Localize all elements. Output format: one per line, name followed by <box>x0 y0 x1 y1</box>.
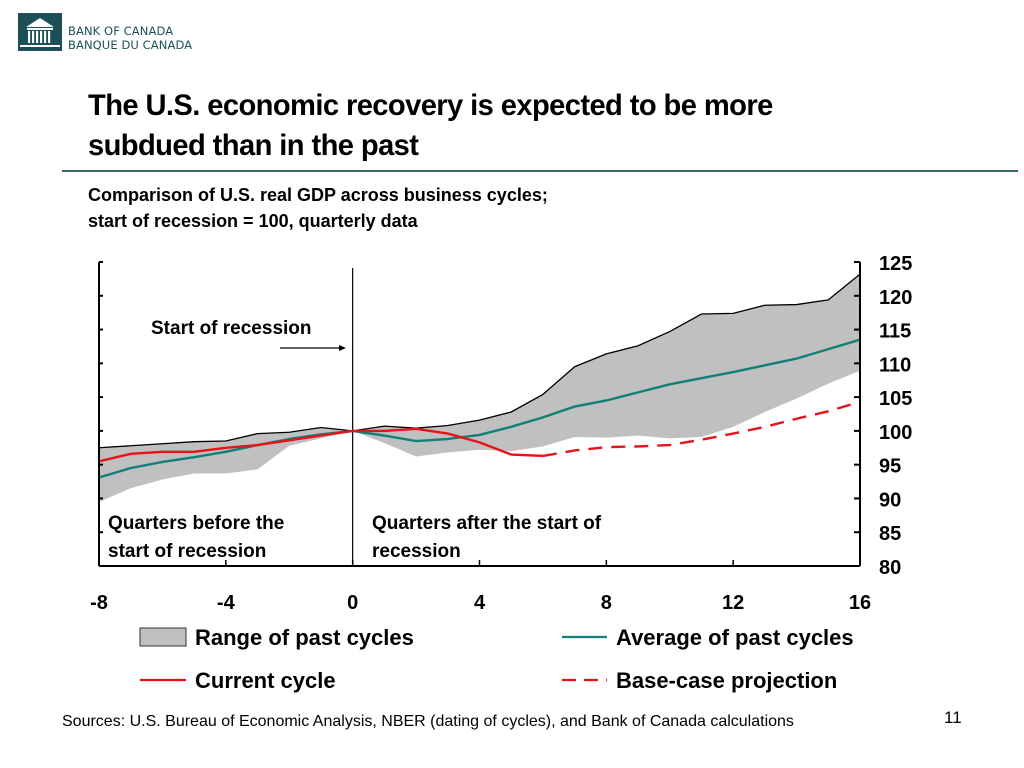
plot-area <box>98 268 861 566</box>
legend-label-current: Current cycle <box>195 668 336 693</box>
x-tick-label: 16 <box>849 592 871 614</box>
start-of-recession-label: Start of recession <box>151 318 312 339</box>
legend-item-projection: Base-case projection <box>562 668 837 693</box>
title-divider <box>62 170 1018 172</box>
legend-item-average: Average of past cycles <box>562 625 854 650</box>
slide-title: The U.S. economic recovery is expected t… <box>88 86 961 166</box>
y-tick-label: 105 <box>879 388 912 410</box>
axes: 125 120 115 110 105 100 95 90 85 80 -8 -4 0 4 8 12 16 <box>90 253 912 614</box>
legend-label-projection: Base-case projection <box>616 668 837 693</box>
current-cycle-line <box>98 427 543 463</box>
x-tick-label: 0 <box>347 592 358 614</box>
legend-label-average: Average of past cycles <box>616 625 854 650</box>
y-tick-label: 95 <box>879 456 901 478</box>
range-band <box>99 274 860 502</box>
legend-item-current: Current cycle <box>140 668 336 693</box>
y-tick-label: 85 <box>879 523 901 545</box>
y-tick-label: 80 <box>879 557 901 579</box>
y-tick-label: 125 <box>879 253 912 275</box>
quarters-before-label-line-1: Quarters before the <box>108 513 284 534</box>
page-number: 11 <box>944 708 962 727</box>
brand-name-fr: BANQUE DU CANADA <box>68 38 193 52</box>
quarters-after-label-line-1: Quarters after the start of <box>372 513 602 534</box>
brand-name-en: BANK OF CANADA <box>68 24 174 38</box>
bank-building-icon <box>18 13 62 51</box>
y-tick-label: 120 <box>879 287 912 309</box>
legend-item-range: Range of past cycles <box>139 625 414 650</box>
chart-subtitle-line-1: Comparison of U.S. real GDP across busin… <box>88 185 548 205</box>
y-tick-label: 115 <box>879 321 911 343</box>
chart-subtitle: Comparison of U.S. real GDP across busin… <box>88 182 548 234</box>
legend-swatch-range <box>139 627 187 647</box>
y-tick-label: 110 <box>879 354 911 376</box>
y-tick-label: 100 <box>879 422 912 444</box>
x-tick-label: 12 <box>722 592 744 614</box>
average-line <box>98 338 861 479</box>
x-tick-label: 4 <box>474 592 486 614</box>
sources-note: Sources: U.S. Bureau of Economic Analysi… <box>62 713 794 730</box>
x-tick-label: -8 <box>90 592 108 614</box>
quarters-before-label-line-2: start of recession <box>108 541 266 562</box>
x-tick-label: 8 <box>601 592 612 614</box>
quarters-after-label-line-2: recession <box>372 541 461 562</box>
legend: Range of past cycles Average of past cyc… <box>139 625 854 693</box>
brand-name: BANK OF CANADA BANQUE DU CANADA <box>68 24 192 52</box>
chart-subtitle-line-2: start of recession = 100, quarterly data <box>88 211 418 231</box>
range-upper-edge <box>98 273 861 449</box>
x-tick-label: -4 <box>217 592 236 614</box>
slide-title-line-1: The U.S. economic recovery is expected t… <box>88 89 773 122</box>
arrow-icon <box>280 345 346 351</box>
legend-label-range: Range of past cycles <box>195 625 414 650</box>
y-tick-label: 90 <box>879 489 901 511</box>
projection-line <box>542 400 861 458</box>
slide-title-line-2: subdued than in the past <box>88 129 419 162</box>
